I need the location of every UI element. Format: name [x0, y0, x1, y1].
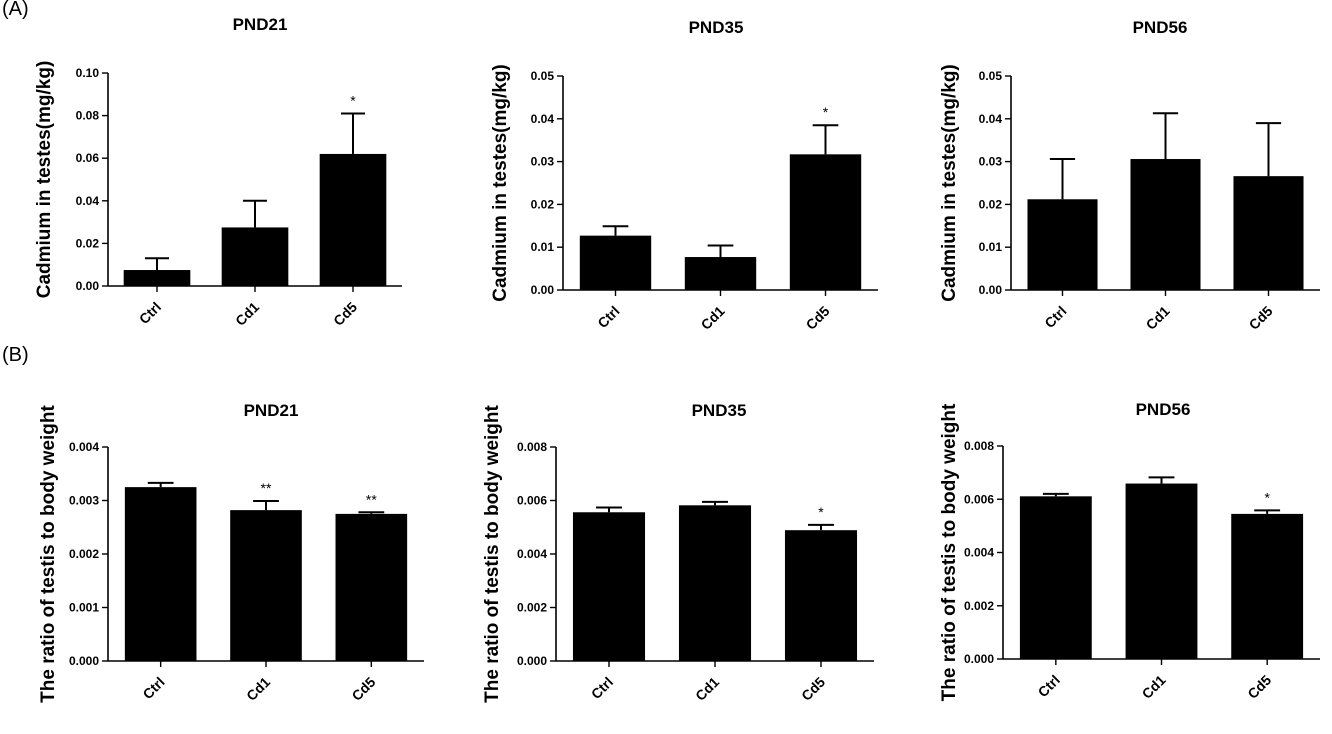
chart-4-bar-ctrl [124, 487, 197, 661]
chart-5-ytick-label: 0.008 [517, 440, 547, 454]
chart-2-bar-cd1 [684, 257, 757, 290]
chart-4-ytick-label: 0.002 [69, 547, 99, 561]
chart-6-bar-ctrl [1019, 496, 1092, 659]
panel-label-a: (A) [2, 0, 29, 20]
chart-4-ytick-label: 0.000 [69, 654, 99, 668]
chart-2-xtick-label-cd5: Cd5 [803, 303, 833, 333]
chart-4-ylabel: The ratio of testis to body weight [38, 404, 59, 702]
chart-3-ytick-label: 0.05 [979, 69, 1003, 83]
chart-1-xtick-label-cd1: Cd1 [232, 299, 262, 329]
chart-3-ytick-label: 0.04 [979, 112, 1003, 126]
chart-1-ytick-label: 0.06 [76, 151, 100, 165]
chart-5-xtick-label-cd5: Cd5 [798, 674, 828, 704]
chart-2-ylabel: Cadmium in testes(mg/kg) [490, 64, 511, 302]
chart-6-xtick-label-cd5: Cd5 [1244, 672, 1274, 702]
chart-6-ylabel: The ratio of testis to body weight [939, 403, 960, 701]
chart-3-ytick-label: 0.02 [979, 197, 1003, 211]
chart-4-ytick-label: 0.003 [69, 494, 99, 508]
chart-5-ytick-label: 0.002 [517, 601, 547, 615]
chart-4-title: PND21 [244, 401, 299, 420]
chart-3-bar-ctrl [1027, 199, 1098, 290]
chart-5-xtick-label-ctrl: Ctrl [588, 674, 616, 702]
chart-4-xtick-label-cd5: Cd5 [348, 674, 378, 704]
chart-4-bar-cd1 [230, 510, 302, 661]
chart-3-xtick-label-ctrl: Ctrl [1041, 303, 1069, 331]
chart-3-title: PND56 [1133, 18, 1188, 37]
chart-4-bar-cd5 [335, 513, 408, 661]
panel-label-b: (B) [2, 344, 29, 366]
chart-5-ytick-label: 0.000 [517, 654, 547, 668]
chart-2-xtick-label-cd1: Cd1 [698, 303, 728, 333]
chart-4-xtick-label-cd1: Cd1 [243, 674, 273, 704]
chart-2-ytick-label: 0.04 [531, 112, 555, 126]
chart-4-annotation-cd1: ** [261, 480, 272, 496]
chart-1-ytick-label: 0.00 [76, 279, 100, 293]
chart-6-bar-cd5 [1231, 513, 1304, 659]
chart-2-ytick-label: 0.05 [531, 69, 555, 83]
chart-6-ytick-label: 0.000 [964, 652, 994, 666]
chart-5-ytick-label: 0.006 [517, 494, 547, 508]
chart-4-xtick-label-ctrl: Ctrl [139, 674, 167, 702]
chart-6-title: PND56 [1136, 400, 1191, 419]
chart-3-ytick-label: 0.01 [979, 240, 1003, 254]
chart-2-title: PND35 [689, 18, 744, 37]
chart-1-xtick-label-ctrl: Ctrl [136, 299, 164, 327]
chart-1-annotation-cd5: * [350, 92, 356, 108]
chart-5-annotation-cd5: * [818, 504, 824, 520]
chart-5-bar-cd5 [784, 530, 858, 661]
chart-2-ytick-label: 0.01 [531, 240, 555, 254]
chart-5-bar-ctrl [572, 512, 646, 661]
chart-4-ytick-label: 0.001 [69, 601, 99, 615]
chart-3-xtick-label-cd5: Cd5 [1246, 303, 1276, 333]
chart-6-xtick-label-ctrl: Ctrl [1035, 672, 1063, 700]
chart-3-bar-cd1 [1130, 159, 1201, 290]
chart-2-ytick-label: 0.00 [531, 283, 555, 297]
chart-2-xtick-label-ctrl: Ctrl [594, 303, 622, 331]
chart-3-ytick-label: 0.03 [979, 155, 1003, 169]
chart-6-ytick-label: 0.002 [964, 599, 994, 613]
chart-5-xtick-label-cd1: Cd1 [692, 674, 722, 704]
chart-2-bar-cd5 [789, 154, 862, 290]
chart-5-ylabel: The ratio of testis to body weight [482, 404, 503, 702]
chart-3-ylabel: Cadmium in testes(mg/kg) [939, 64, 960, 302]
chart-2-annotation-cd5: * [823, 104, 829, 120]
chart-6-bar-cd1 [1125, 483, 1198, 659]
chart-5-bar-cd1 [678, 505, 752, 661]
chart-6-ytick-label: 0.008 [964, 439, 994, 453]
chart-2-ytick-label: 0.02 [531, 197, 555, 211]
chart-1-ytick-label: 0.10 [76, 66, 100, 80]
chart-6-xtick-label-cd1: Cd1 [1139, 672, 1169, 702]
chart-2-ytick-label: 0.03 [531, 155, 555, 169]
chart-1-bar-cd5 [319, 153, 387, 286]
chart-4-annotation-cd5: ** [366, 491, 377, 507]
chart-5-ytick-label: 0.004 [517, 547, 547, 561]
chart-3-bar-cd5 [1233, 176, 1304, 290]
chart-1-ytick-label: 0.08 [76, 109, 100, 123]
chart-5-title: PND35 [692, 401, 747, 420]
chart-3-xtick-label-cd1: Cd1 [1143, 303, 1173, 333]
chart-4-ytick-label: 0.004 [69, 440, 99, 454]
chart-1-ylabel: Cadmium in testes(mg/kg) [34, 61, 55, 299]
chart-1-ytick-label: 0.04 [76, 194, 100, 208]
chart-1-ytick-label: 0.02 [76, 236, 100, 250]
chart-1-title: PND21 [233, 15, 288, 34]
chart-1-bar-cd1 [221, 227, 289, 286]
chart-6-ytick-label: 0.006 [964, 492, 994, 506]
chart-1-xtick-label-cd5: Cd5 [330, 299, 360, 329]
chart-1-bar-ctrl [123, 270, 191, 286]
chart-6-ytick-label: 0.004 [964, 546, 994, 560]
chart-6-annotation-cd5: * [1264, 489, 1270, 505]
chart-3-ytick-label: 0.00 [979, 283, 1003, 297]
chart-2-bar-ctrl [579, 235, 652, 290]
